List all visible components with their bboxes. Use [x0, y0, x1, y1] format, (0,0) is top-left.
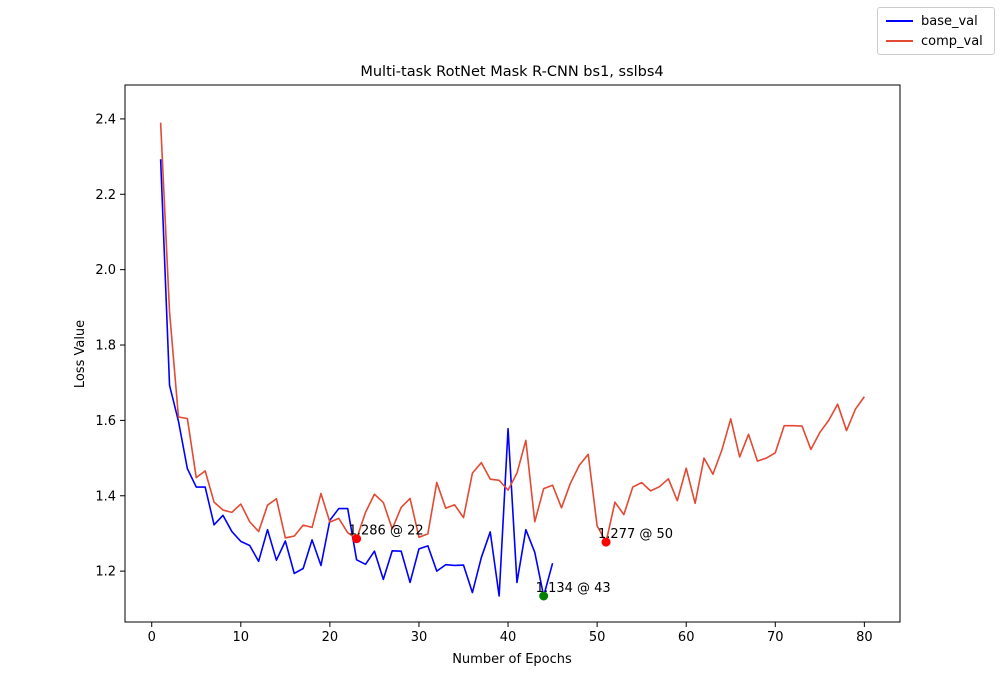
y-tick-label: 2.4: [95, 112, 116, 127]
x-tick-label: 60: [678, 630, 695, 645]
x-tick-label: 30: [411, 630, 428, 645]
x-tick-label: 0: [148, 630, 156, 645]
y-tick-label: 1.6: [95, 414, 116, 429]
annotation-label-1: 1.286 @ 22: [349, 524, 424, 539]
annotation-layer: 1.286 @ 22 1.277 @ 50 1.134 @ 43: [349, 524, 673, 601]
x-tick-label: 40: [500, 630, 517, 645]
x-tick-label: 20: [322, 630, 339, 645]
legend: base_val comp_val: [877, 7, 995, 55]
axes-layer: 0 10 20 30 40 50 60 70 80 1.2 1.4 1.6 1.8 2.0 2.2 2.4: [95, 84, 901, 645]
legend-label-base-val: base_val: [921, 13, 978, 29]
plot-background: [125, 85, 900, 622]
series-layer: [159, 122, 866, 597]
y-tick-label: 1.8: [95, 339, 116, 354]
y-tick-label: 2.2: [95, 188, 116, 203]
annotation-label-3: 1.134 @ 43: [536, 581, 611, 596]
legend-item-comp-val: comp_val: [886, 32, 983, 50]
x-axis-label: Number of Epochs: [452, 652, 572, 667]
y-tick-label: 2.0: [95, 263, 116, 278]
legend-label-comp-val: comp_val: [921, 33, 983, 49]
chart-title: Multi-task RotNet Mask R-CNN bs1, sslbs4: [360, 64, 663, 80]
legend-swatch-base-val: [886, 20, 913, 22]
y-axis-label: Loss Value: [73, 320, 88, 388]
plot-area: [125, 85, 900, 622]
annotation-marker-2: [601, 537, 611, 547]
legend-swatch-comp-val: [886, 40, 913, 42]
annotation-label-2: 1.277 @ 50: [598, 527, 673, 542]
x-tick-label: 10: [233, 630, 250, 645]
x-tick-label: 50: [589, 630, 606, 645]
annotation-marker-3: [539, 591, 549, 601]
legend-item-base-val: base_val: [886, 12, 978, 30]
series-line-base-val: [159, 159, 554, 597]
x-tick-label: 70: [767, 630, 784, 645]
annotation-marker-1: [352, 534, 362, 544]
y-tick-label: 1.4: [95, 489, 116, 504]
y-tick-label: 1.2: [95, 565, 116, 580]
series-line-comp-val: [159, 122, 866, 543]
plot-frame: [124, 84, 901, 623]
x-tick-label: 80: [856, 630, 873, 645]
